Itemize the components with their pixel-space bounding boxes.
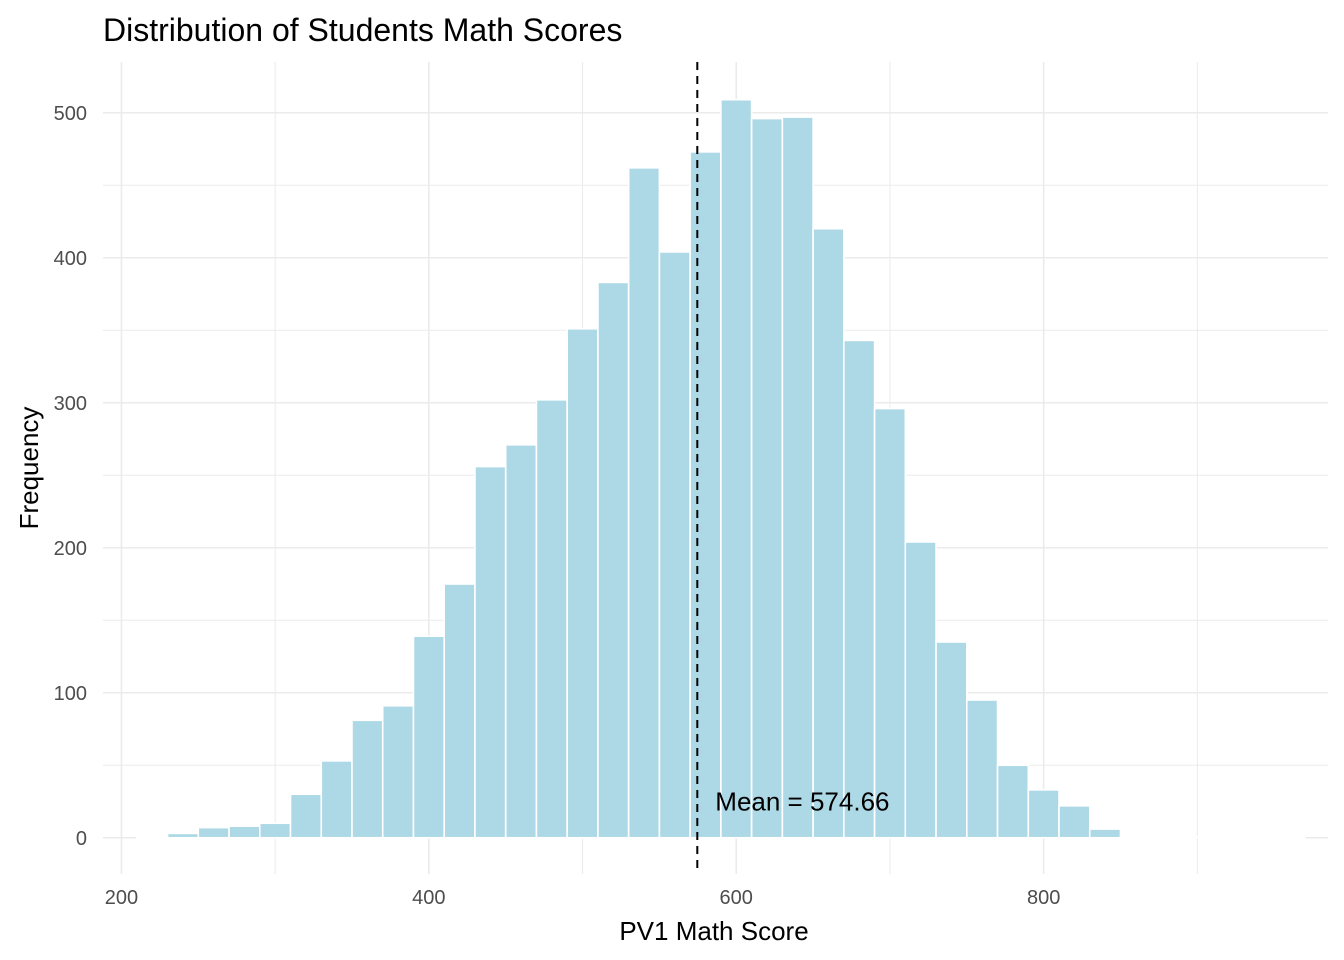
histogram-bar: [966, 699, 999, 839]
histogram-bar: [136, 835, 169, 839]
histogram-bar: [904, 541, 937, 839]
histogram-bar: [474, 465, 507, 839]
histogram-bar: [781, 116, 814, 839]
histogram-bars: [136, 98, 1306, 839]
y-tick-label: 0: [76, 828, 87, 850]
histogram-bar: [381, 704, 415, 839]
x-tick-labels: 200 400 600 800: [105, 887, 1061, 909]
histogram-bar: [935, 641, 968, 839]
histogram-bar: [597, 281, 630, 839]
y-tick-label: 500: [54, 103, 87, 125]
histogram-bar: [1058, 805, 1091, 839]
y-tick-labels: 0 100 200 300 400 500: [54, 103, 87, 850]
histogram-bar: [504, 443, 538, 839]
histogram-bar: [1150, 835, 1183, 839]
histogram-bar: [996, 764, 1030, 839]
histogram-bar: [1242, 835, 1276, 839]
y-tick-label: 100: [54, 683, 87, 705]
histogram-bar: [1211, 835, 1245, 839]
mean-annotation: Mean = 574.66: [715, 787, 889, 817]
y-axis-title: Frequency: [14, 407, 44, 530]
x-tick-label: 600: [720, 887, 753, 909]
histogram-bar: [1181, 835, 1214, 839]
histogram-bar: [1088, 828, 1122, 839]
histogram-bar: [843, 339, 876, 839]
x-tick-label: 800: [1027, 887, 1060, 909]
histogram-bar: [1273, 835, 1306, 839]
histogram-bar: [689, 151, 722, 839]
histogram-bar: [228, 825, 261, 839]
histogram-bar: [166, 832, 200, 839]
histogram-bar: [1027, 789, 1060, 839]
histogram-bar: [750, 117, 784, 839]
histogram-bar: [289, 793, 323, 839]
histogram-bar: [412, 635, 446, 839]
histogram-bar: [535, 399, 568, 839]
histogram-bar: [873, 407, 907, 839]
x-axis-title: PV1 Math Score: [619, 916, 808, 946]
histogram-bar: [812, 227, 845, 839]
histogram-bar: [658, 251, 691, 839]
histogram-bar: [443, 583, 476, 839]
histogram-bar: [351, 719, 384, 839]
y-tick-label: 400: [54, 248, 87, 270]
histogram-bar: [197, 826, 230, 839]
histogram-bar: [627, 167, 661, 839]
y-tick-label: 300: [54, 393, 87, 415]
histogram-bar: [566, 327, 599, 839]
x-tick-label: 400: [412, 887, 445, 909]
histogram-bar: [720, 98, 753, 839]
x-tick-label: 200: [105, 887, 138, 909]
chart-title: Distribution of Students Math Scores: [103, 12, 622, 48]
histogram-bar: [1119, 835, 1153, 839]
histogram-bar: [258, 822, 292, 839]
y-tick-label: 200: [54, 538, 87, 560]
histogram-bar: [320, 760, 353, 839]
